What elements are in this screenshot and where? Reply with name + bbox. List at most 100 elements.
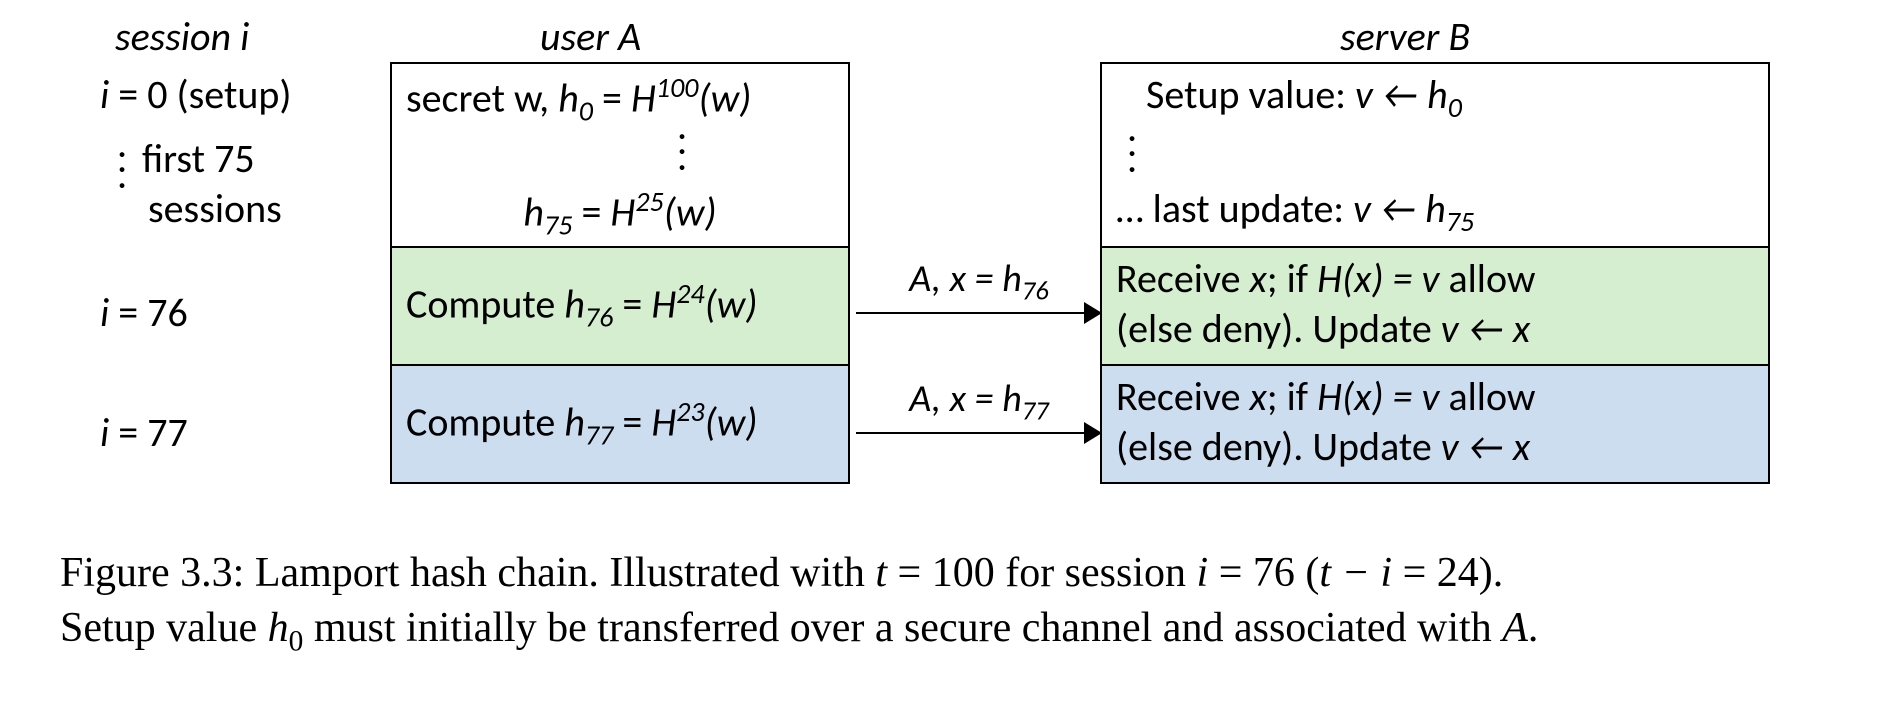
setup-var-i: i <box>100 70 109 119</box>
user-h75-H: H <box>610 187 635 236</box>
cap-line2c: 0 <box>289 625 304 657</box>
user-compute-76: Compute h76 = H24(w) <box>406 276 757 334</box>
cap-line2f: . <box>1528 605 1539 651</box>
s77-eq-text: = 77 <box>118 408 188 457</box>
server-last-update-sub: 75 <box>1446 204 1474 239</box>
server-row-77: Receive x; if H(x) = v allow (else deny)… <box>1102 364 1768 482</box>
user-setup-row: secret w, h0 = H100(w) ··· h75 = H25(w) <box>392 64 848 246</box>
cap-line1a: Lamport hash chain. Illustrated with <box>255 550 876 596</box>
server-recv-77-line1: Receive x; if H(x) = v allow <box>1116 372 1754 422</box>
compute76-prefix: Compute <box>406 279 564 328</box>
session-first75: first 75 sessions <box>142 134 422 234</box>
server-setup-vdots: ··· <box>1122 130 1142 176</box>
server-recv-76-line1: Receive x; if H(x) = v allow <box>1116 254 1754 304</box>
cap-fig-label: Figure 3.3: <box>60 550 255 596</box>
compute76-H: H <box>651 279 676 328</box>
recv77-1b: x <box>1250 372 1267 421</box>
user-h0-sub: 0 <box>579 93 593 128</box>
a76-sub: 76 <box>1022 276 1049 308</box>
recv77-1c: ; if <box>1267 372 1317 421</box>
compute77-sub: 77 <box>585 417 613 452</box>
first75-line2: sessions <box>148 184 282 233</box>
a77-sub: 77 <box>1022 396 1049 428</box>
header-session: session i <box>115 12 249 62</box>
cap-line1f: t − i <box>1319 550 1392 596</box>
header-session-text: session i <box>115 12 249 61</box>
recv76-1e: allow <box>1439 254 1535 303</box>
compute77-H: H <box>651 397 676 446</box>
recv77-1d: H(x) = v <box>1317 372 1439 421</box>
user-h0-h: h <box>558 73 579 122</box>
server-recv-76-line2: (else deny). Update v ← x <box>1116 304 1754 354</box>
user-row-76: Compute h76 = H24(w) <box>392 246 848 364</box>
compute76-eq: = <box>622 279 651 328</box>
a76-h: h <box>1002 256 1022 302</box>
user-h0-eq: = <box>602 73 631 122</box>
server-setup-prefix: Setup value: <box>1146 70 1355 119</box>
user-row-77: Compute h77 = H23(w) <box>392 364 848 482</box>
user-h75-sub: 75 <box>544 207 572 242</box>
compute76-sub: 76 <box>585 299 613 334</box>
recv77-1a: Receive <box>1116 372 1250 421</box>
user-h0-arg: (w) <box>698 73 751 122</box>
cap-line1d: i <box>1197 550 1209 596</box>
server-setup-v: v ← <box>1355 70 1427 119</box>
server-recv-77-line2: (else deny). Update v ← x <box>1116 422 1754 472</box>
recv76-2b: v ← x <box>1441 304 1530 353</box>
compute76-arg: (w) <box>705 279 758 328</box>
compute77-h: h <box>564 397 585 446</box>
server-last-update-prefix: … last update: <box>1116 184 1353 233</box>
session-label-77: i = 77 <box>100 408 380 458</box>
a77-prefix: A, x = <box>909 376 1002 422</box>
lamport-hash-chain-figure: session i user A server B i = 0 (setup) … <box>0 0 1886 710</box>
recv76-1d: H(x) = v <box>1317 254 1439 303</box>
user-h75-arg: (w) <box>664 187 717 236</box>
server-last-update-h: h <box>1425 184 1446 233</box>
arrow-76 <box>856 312 1100 314</box>
session-label-setup: i = 0 (setup) <box>100 70 380 120</box>
cap-line2e: A <box>1502 605 1528 651</box>
server-last-update-line: … last update: v ← h75 <box>1116 184 1474 239</box>
recv77-2b: v ← x <box>1441 422 1530 471</box>
user-compute-77: Compute h77 = H23(w) <box>406 394 757 452</box>
user-h75-eq: = <box>581 187 610 236</box>
compute77-prefix: Compute <box>406 397 564 446</box>
user-h75-sup: 25 <box>635 184 663 219</box>
cap-line2d: must initially be transferred over a sec… <box>303 605 1502 651</box>
server-setup-h: h <box>1427 70 1448 119</box>
user-setup-line1: secret w, h0 = H100(w) <box>406 70 834 128</box>
compute77-arg: (w) <box>705 397 758 446</box>
cap-line1b: t <box>875 550 887 596</box>
recv76-1b: x <box>1250 254 1267 303</box>
header-user: user A <box>540 12 641 62</box>
recv76-2a: (else deny). Update <box>1116 304 1441 353</box>
server-setup-sub: 0 <box>1448 90 1462 125</box>
arrow-77-label: A, x = h77 <box>860 376 1098 429</box>
s77-var-i: i <box>100 408 109 457</box>
user-setup-vdots: ··· <box>672 128 692 174</box>
server-setup-line1: Setup value: v ← h0 <box>1116 70 1754 125</box>
cap-line1c: = 100 for session <box>887 550 1197 596</box>
header-server: server B <box>1340 12 1470 62</box>
server-column-box: Setup value: v ← h0 ··· … last update: v… <box>1100 62 1770 484</box>
first75-line1: first 75 <box>142 134 255 183</box>
arrow-76-label: A, x = h76 <box>860 256 1098 309</box>
arrow-77 <box>856 432 1100 434</box>
user-h75-line: h75 = H25(w) <box>392 184 848 242</box>
user-h0-H: H <box>631 73 656 122</box>
s76-eq-text: = 76 <box>118 288 188 337</box>
header-server-text: server B <box>1340 12 1470 61</box>
figure-caption: Figure 3.3: Lamport hash chain. Illustra… <box>60 546 1846 660</box>
cap-line1e: = 76 ( <box>1208 550 1319 596</box>
user-h75-h: h <box>523 187 544 236</box>
a77-h: h <box>1002 376 1022 422</box>
compute76-sup: 24 <box>676 276 704 311</box>
session-vdots: ··· <box>112 146 132 192</box>
s76-var-i: i <box>100 288 109 337</box>
setup-eq-text: = 0 (setup) <box>118 70 291 119</box>
cap-line1g: = 24). <box>1392 550 1503 596</box>
cap-line2a: Setup value <box>60 605 268 651</box>
user-h0-sup: 100 <box>656 70 699 105</box>
compute77-sup: 23 <box>676 394 704 429</box>
recv76-1a: Receive <box>1116 254 1250 303</box>
